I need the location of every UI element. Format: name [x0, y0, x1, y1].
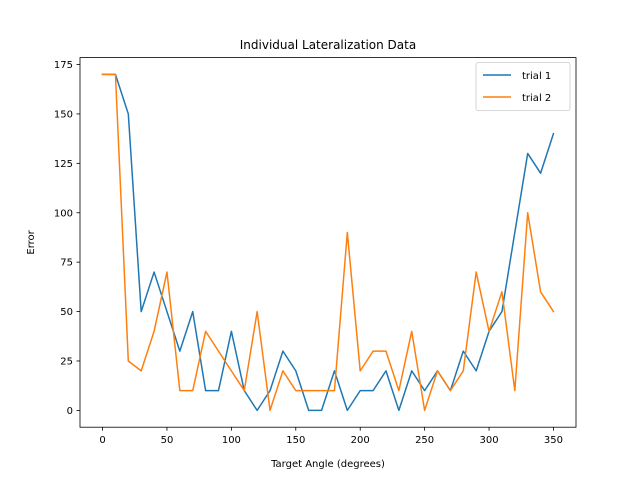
y-tick-label: 150 — [54, 109, 73, 120]
x-tick-label: 100 — [222, 435, 241, 446]
x-axis-title: Target Angle (degrees) — [270, 459, 385, 470]
series-line-2 — [101, 73, 555, 412]
y-tick-label: 75 — [60, 258, 73, 269]
x-tick-label: 0 — [99, 435, 105, 446]
series-layer — [101, 73, 555, 412]
y-tick-label: 125 — [54, 159, 73, 170]
y-tick-label: 25 — [60, 356, 73, 367]
plot-area — [80, 57, 576, 428]
y-axis: 0 25 50 75 100 125 150 175 — [54, 60, 80, 417]
legend-label-2: trial 2 — [522, 93, 551, 104]
x-tick-label: 50 — [161, 435, 174, 446]
x-tick-label: 350 — [544, 435, 563, 446]
x-tick-label: 150 — [286, 435, 305, 446]
x-axis: 0 50 100 150 200 250 300 350 — [99, 427, 563, 446]
y-tick-label: 50 — [60, 307, 73, 318]
y-tick-label: 175 — [54, 60, 73, 71]
chart-title: Individual Lateralization Data — [240, 38, 416, 52]
plot-frame — [79, 57, 577, 428]
legend: trial 1 trial 2 — [475, 62, 571, 111]
x-tick-label: 300 — [479, 435, 498, 446]
legend-label-1: trial 1 — [522, 71, 551, 82]
y-tick-label: 0 — [67, 406, 73, 417]
x-tick-label: 200 — [351, 435, 370, 446]
y-axis-title: Error — [26, 229, 37, 254]
x-tick-label: 250 — [415, 435, 434, 446]
y-tick-label: 100 — [54, 208, 73, 219]
